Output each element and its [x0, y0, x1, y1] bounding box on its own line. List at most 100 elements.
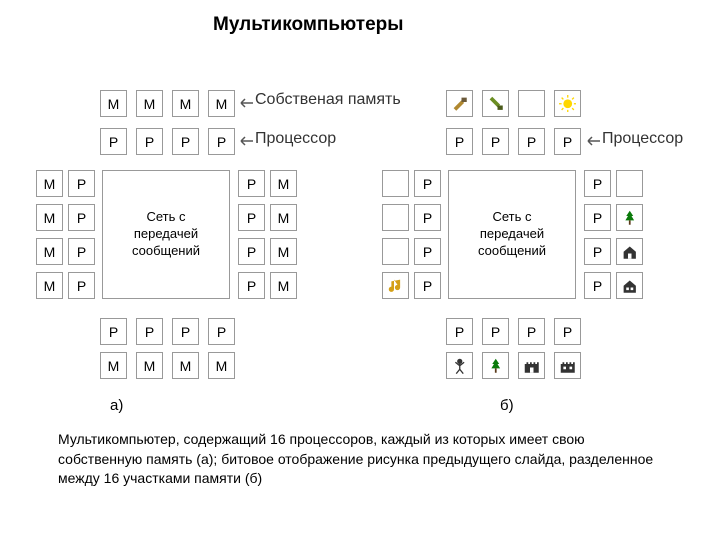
letter-m: M [278, 278, 290, 294]
cell-p: P [68, 272, 95, 299]
cell-m: M [36, 272, 63, 299]
arrow-left-icon [584, 135, 600, 147]
cell-p: P [446, 318, 473, 345]
letter-p: P [145, 324, 154, 340]
cell-p: P [584, 272, 611, 299]
cell-m: M [270, 170, 297, 197]
icon-cell-sun [554, 90, 581, 117]
icon-cell-blank [382, 170, 409, 197]
letter-m: M [44, 210, 56, 226]
cell-p: P [414, 204, 441, 231]
letter-p: P [145, 134, 154, 150]
cell-p: P [68, 238, 95, 265]
letter-m: M [180, 96, 192, 112]
cell-m: M [36, 170, 63, 197]
letter-p: P [181, 134, 190, 150]
letter-m: M [44, 244, 56, 260]
icon-cell-castle [518, 352, 545, 379]
sun-icon [559, 95, 577, 113]
letter-p: P [247, 278, 256, 294]
letter-p: P [455, 134, 464, 150]
person-icon [451, 357, 469, 375]
cell-p: P [68, 204, 95, 231]
network-box-a: Сеть с передачей сообщений [102, 170, 230, 299]
letter-p: P [527, 324, 536, 340]
sublabel-b: б) [500, 397, 514, 414]
icon-cell-blank [518, 90, 545, 117]
tree-icon [621, 209, 639, 227]
cell-m: M [100, 90, 127, 117]
icon-cell-blank [382, 238, 409, 265]
cell-p: P [414, 170, 441, 197]
cell-p: P [518, 318, 545, 345]
letter-m: M [278, 244, 290, 260]
icon-cell-person [446, 352, 473, 379]
arrow-left-icon [237, 97, 253, 109]
letter-m: M [108, 358, 120, 374]
house-icon [621, 243, 639, 261]
letter-p: P [423, 278, 432, 294]
processor-label-b: Процессор [602, 130, 683, 148]
letter-m: M [144, 96, 156, 112]
letter-p: P [247, 176, 256, 192]
processor-label-a: Процессор [255, 130, 336, 148]
note-icon [387, 277, 405, 295]
cell-m: M [208, 352, 235, 379]
page-title: Мультикомпьютеры [213, 14, 404, 36]
icon-cell-castle2 [554, 352, 581, 379]
letter-p: P [593, 210, 602, 226]
cell-p: P [136, 128, 163, 155]
sublabel-a: а) [110, 397, 123, 414]
cell-p: P [208, 318, 235, 345]
cell-p: P [100, 318, 127, 345]
cell-m: M [270, 272, 297, 299]
letter-m: M [44, 176, 56, 192]
icon-cell-house2 [616, 272, 643, 299]
letter-p: P [593, 176, 602, 192]
cell-p: P [414, 238, 441, 265]
letter-p: P [563, 134, 572, 150]
letter-p: P [247, 244, 256, 260]
letter-p: P [563, 324, 572, 340]
cell-m: M [208, 90, 235, 117]
letter-p: P [423, 176, 432, 192]
icon-cell-note [382, 272, 409, 299]
letter-p: P [77, 278, 86, 294]
hammer-icon [487, 95, 505, 113]
castle-icon [523, 357, 541, 375]
cell-p: P [172, 318, 199, 345]
caption-text: Мультикомпьютер, содержащий 16 процессор… [58, 430, 658, 489]
house-icon [621, 277, 639, 295]
icon-cell-tree [482, 352, 509, 379]
letter-m: M [44, 278, 56, 294]
cell-p: P [172, 128, 199, 155]
cell-p: P [482, 128, 509, 155]
letter-p: P [491, 324, 500, 340]
letter-p: P [109, 134, 118, 150]
letter-p: P [455, 324, 464, 340]
cell-m: M [36, 204, 63, 231]
tree-icon [487, 357, 505, 375]
cell-p: P [208, 128, 235, 155]
cell-p: P [482, 318, 509, 345]
cell-m: M [172, 352, 199, 379]
network-label: Сеть с передачей сообщений [132, 209, 200, 260]
letter-m: M [144, 358, 156, 374]
letter-m: M [278, 210, 290, 226]
cell-m: M [270, 238, 297, 265]
cell-p: P [554, 128, 581, 155]
cell-p: P [68, 170, 95, 197]
own-memory-label: Собственая память [255, 91, 401, 109]
letter-p: P [77, 244, 86, 260]
network-box-b: Сеть с передачей сообщений [448, 170, 576, 299]
icon-cell-house [616, 238, 643, 265]
cell-p: P [414, 272, 441, 299]
letter-p: P [77, 210, 86, 226]
cell-p: P [100, 128, 127, 155]
cell-p: P [584, 204, 611, 231]
letter-m: M [216, 358, 228, 374]
letter-m: M [108, 96, 120, 112]
letter-p: P [181, 324, 190, 340]
letter-p: P [593, 244, 602, 260]
cell-m: M [136, 352, 163, 379]
